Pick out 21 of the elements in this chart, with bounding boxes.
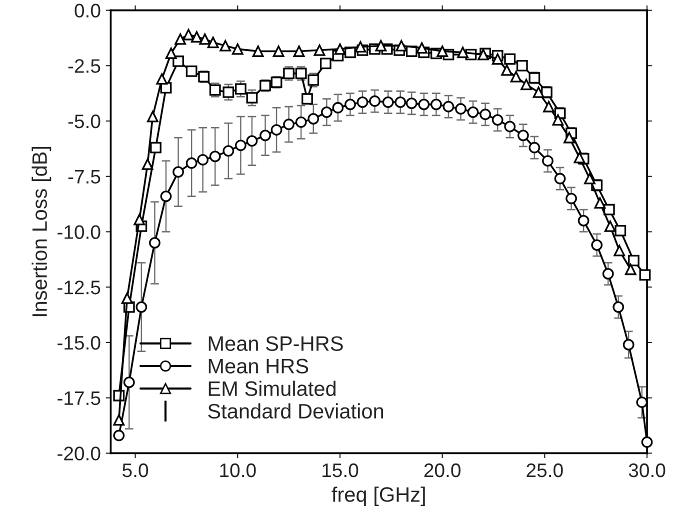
legend-label: Mean SP-HRS [208,336,343,351]
x-tick-label: 10.0 [220,463,256,478]
x-tick-label: 5.0 [122,463,148,478]
y-tick-label: -15.0 [58,336,100,350]
legend-label: Mean HRS [208,358,308,374]
legend-label: EM Simulated [208,380,336,396]
y-axis-title: Insertion Loss [dB] [32,146,52,316]
y-tick-label: -5.0 [68,114,100,128]
y-tick-label: -17.5 [58,392,100,406]
x-tick-label: 30.0 [628,463,666,478]
x-tick-label: 25.0 [526,463,563,478]
x-axis-title: freq [GHz] [332,486,425,506]
y-tick-label: -12.5 [58,280,100,294]
annotation: Standard Deviation [208,403,384,419]
y-tick-label: -7.5 [68,170,100,184]
y-tick-label: -10.0 [58,225,100,239]
y-tick-label: -2.5 [68,59,100,73]
x-tick-label: 20.0 [424,463,460,478]
x-tick-label: 15.0 [322,463,358,478]
y-tick-label: -20.0 [58,446,100,460]
y-tick-label: 0.0 [74,4,100,18]
